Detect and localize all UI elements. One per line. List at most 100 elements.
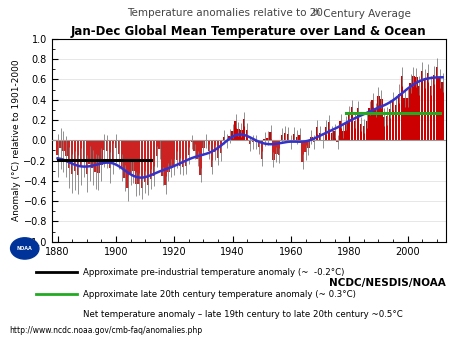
Bar	[266, 138, 269, 140]
Bar	[377, 96, 380, 140]
Bar	[415, 77, 418, 140]
Bar	[313, 140, 315, 142]
Bar	[404, 98, 406, 140]
Bar	[220, 140, 222, 153]
Bar	[237, 129, 240, 140]
Bar	[129, 140, 132, 173]
Bar	[59, 140, 62, 148]
Bar	[194, 140, 196, 151]
Bar	[68, 140, 71, 168]
Bar	[80, 140, 82, 167]
Bar	[123, 140, 126, 178]
Bar	[380, 99, 382, 140]
Bar	[202, 140, 205, 148]
Bar	[409, 83, 412, 140]
Bar	[132, 140, 135, 171]
Bar	[354, 121, 356, 140]
Bar	[65, 140, 68, 156]
Bar	[56, 140, 59, 155]
Bar	[121, 140, 123, 168]
Bar	[316, 127, 319, 140]
Bar	[269, 132, 272, 140]
Bar	[281, 135, 284, 140]
Bar	[272, 140, 274, 160]
Bar	[261, 140, 263, 159]
Text: th: th	[313, 8, 321, 18]
Bar	[374, 110, 377, 140]
Bar	[365, 121, 368, 140]
Bar	[371, 100, 374, 140]
Bar	[144, 140, 146, 182]
Title: Jan-Dec Global Mean Temperature over Land & Ocean: Jan-Dec Global Mean Temperature over Lan…	[71, 25, 427, 38]
Bar	[74, 140, 76, 171]
Bar	[112, 140, 114, 159]
Bar	[138, 140, 140, 184]
Bar	[287, 134, 289, 140]
Bar	[398, 94, 400, 140]
Bar	[243, 119, 246, 140]
Bar	[322, 140, 324, 141]
Bar	[421, 71, 423, 140]
Bar	[225, 140, 228, 141]
Bar	[135, 140, 138, 184]
Bar	[173, 140, 176, 167]
Text: Century Average: Century Average	[320, 9, 410, 20]
Bar	[188, 140, 190, 155]
Bar	[406, 98, 409, 140]
Bar	[252, 140, 254, 142]
Text: http://www.ncdc.noaa.gov/cmb-faq/anomalies.php: http://www.ncdc.noaa.gov/cmb-faq/anomali…	[9, 325, 202, 335]
Bar	[345, 123, 347, 140]
Bar	[328, 122, 330, 140]
Bar	[296, 137, 298, 140]
Bar	[310, 137, 313, 140]
Bar	[357, 108, 359, 140]
Bar	[167, 140, 170, 172]
Bar	[150, 140, 152, 179]
Bar	[339, 121, 342, 140]
Bar	[304, 140, 307, 152]
Bar	[284, 133, 286, 140]
Y-axis label: Anomaly (°C) relative to 1901-2000: Anomaly (°C) relative to 1901-2000	[12, 59, 21, 221]
Bar	[240, 130, 243, 140]
Bar	[418, 86, 420, 140]
Bar	[234, 121, 237, 140]
Circle shape	[11, 238, 39, 259]
Bar	[153, 140, 155, 176]
Text: Approximate late 20th century temperature anomaly (~ 0.3°C): Approximate late 20th century temperatur…	[83, 290, 356, 298]
Bar	[298, 135, 301, 140]
Bar	[400, 76, 403, 140]
Bar	[441, 82, 444, 140]
Bar	[158, 140, 161, 149]
Bar	[246, 130, 248, 140]
Bar	[383, 117, 386, 140]
Bar	[412, 76, 414, 140]
Bar	[430, 86, 432, 140]
Bar	[199, 140, 202, 175]
Bar	[369, 108, 371, 140]
Bar	[190, 140, 193, 142]
Bar	[170, 140, 172, 168]
Bar	[336, 140, 339, 142]
Bar	[196, 140, 199, 159]
Bar	[83, 140, 85, 159]
Bar	[156, 140, 158, 156]
Bar	[325, 127, 327, 140]
Bar	[147, 140, 149, 185]
Bar	[91, 140, 94, 168]
Bar	[249, 140, 251, 144]
Bar	[214, 140, 216, 152]
Bar	[360, 124, 362, 140]
Text: NCDC/NESDIS/NOAA: NCDC/NESDIS/NOAA	[329, 278, 446, 288]
Bar	[438, 78, 441, 140]
Bar	[109, 140, 111, 168]
Bar	[363, 126, 365, 140]
Bar	[231, 131, 234, 140]
Bar	[217, 140, 219, 158]
Bar	[432, 75, 435, 140]
Text: Net temperature anomaly – late 19th century to late 20th century ~0.5°C: Net temperature anomaly – late 19th cent…	[83, 310, 403, 319]
Bar	[395, 105, 397, 140]
Bar	[141, 140, 144, 188]
Bar	[229, 136, 231, 140]
Bar	[164, 140, 167, 185]
Text: NOAA: NOAA	[17, 246, 32, 251]
